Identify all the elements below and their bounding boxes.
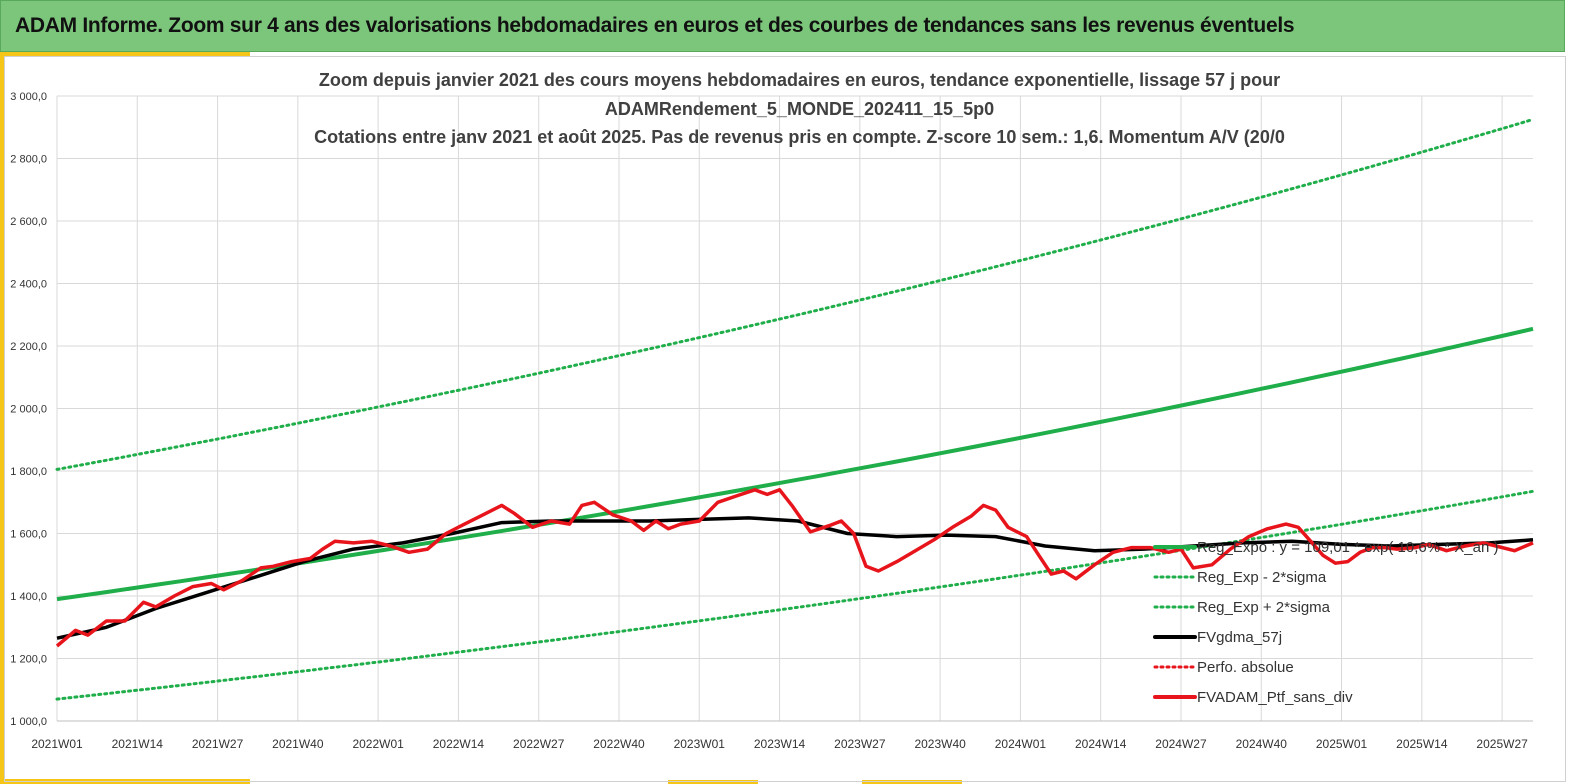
chart-frame	[4, 56, 1566, 782]
x-tick-label: 2024W27	[1155, 737, 1207, 751]
x-tick-label: 2022W01	[352, 737, 404, 751]
chart-title-line-2: ADAMRendement_5_MONDE_202411_15_5p0	[604, 99, 995, 119]
y-tick-label: 1 800,0	[10, 466, 47, 478]
x-tick-label: 2024W14	[1075, 737, 1127, 751]
x-axis-ticks: 2021W01 2021W14 2021W27 2021W40 2022W01 2022W…	[31, 737, 1528, 751]
legend-item-gdma: FVgdma_57j	[1153, 629, 1282, 646]
accent-bar-top	[0, 52, 250, 56]
x-tick-label: 2022W27	[513, 737, 565, 751]
legend-item-plus2: Reg_Exp + 2*sigma	[1153, 599, 1331, 616]
x-tick-label: 2023W40	[914, 737, 966, 751]
x-tick-label: 2021W40	[272, 737, 324, 751]
series-reg-expo	[56, 326, 1534, 602]
x-tick-label: 2024W40	[1236, 737, 1288, 751]
legend-label: Perfo. absolue	[1197, 659, 1294, 676]
series-minus2	[55, 489, 1535, 701]
accent-bar-left	[0, 52, 4, 784]
legend-label: Reg_Expo : y = 109,01 * exp( 10,6% * X_a…	[1197, 539, 1498, 556]
y-tick-label: 2 400,0	[10, 279, 47, 291]
y-tick-label: 1 200,0	[10, 654, 47, 666]
accent-bar-bottom-3	[862, 780, 962, 784]
x-tick-label: 2021W27	[192, 737, 244, 751]
series-price	[55, 488, 1534, 648]
report-banner: ADAM Informe. Zoom sur 4 ans des valoris…	[0, 0, 1565, 52]
legend-item-reg_expo: Reg_Expo : y = 109,01 * exp( 10,6% * X_a…	[1153, 539, 1498, 556]
x-tick-label: 2023W27	[834, 737, 886, 751]
grid-lines	[56, 95, 1533, 722]
y-tick-label: 2 600,0	[10, 216, 47, 228]
y-tick-label: 2 200,0	[10, 341, 47, 353]
series-layer	[55, 117, 1535, 701]
y-tick-label: 2 800,0	[10, 154, 47, 166]
x-tick-label: 2023W14	[754, 737, 806, 751]
legend: Reg_Expo : y = 109,01 * exp( 10,6% * X_a…	[1153, 539, 1498, 706]
x-tick-label: 2025W27	[1476, 737, 1528, 751]
report-title: ADAM Informe. Zoom sur 4 ans des valoris…	[15, 14, 1295, 37]
y-tick-label: 1 000,0	[10, 716, 47, 728]
x-tick-label: 2022W40	[593, 737, 645, 751]
legend-label: FVADAM_Ptf_sans_div	[1197, 689, 1353, 706]
legend-label: Reg_Exp + 2*sigma	[1197, 599, 1331, 616]
x-tick-label: 2025W14	[1396, 737, 1448, 751]
legend-label: Reg_Exp - 2*sigma	[1197, 569, 1327, 586]
chart-title-line-1: Zoom depuis janvier 2021 des cours moyen…	[318, 70, 1281, 90]
legend-label: FVgdma_57j	[1197, 629, 1282, 646]
x-tick-label: 2025W01	[1316, 737, 1368, 751]
series-plus2	[55, 117, 1535, 471]
legend-item-price: FVADAM_Ptf_sans_div	[1153, 689, 1353, 706]
y-tick-label: 2 000,0	[10, 404, 47, 416]
y-tick-label: 3 000,0	[10, 91, 47, 103]
x-tick-label: 2023W01	[674, 737, 726, 751]
y-tick-label: 1 400,0	[10, 591, 47, 603]
legend-item-perfo: Perfo. absolue	[1153, 659, 1294, 676]
x-tick-label: 2021W01	[31, 737, 83, 751]
x-tick-label: 2024W01	[995, 737, 1047, 751]
series-gdma	[56, 516, 1534, 640]
x-tick-label: 2021W14	[112, 737, 164, 751]
chart-title-line-3: Cotations entre janv 2021 et août 2025. …	[314, 127, 1285, 147]
accent-bar-bottom-2	[668, 780, 758, 784]
x-tick-label: 2022W14	[433, 737, 485, 751]
legend-item-minus2: Reg_Exp - 2*sigma	[1153, 569, 1327, 586]
y-tick-label: 1 600,0	[10, 529, 47, 541]
y-axis-ticks: 1 000,0 1 200,0 1 400,0 1 600,0 1 800,0 2 000…	[10, 91, 47, 728]
